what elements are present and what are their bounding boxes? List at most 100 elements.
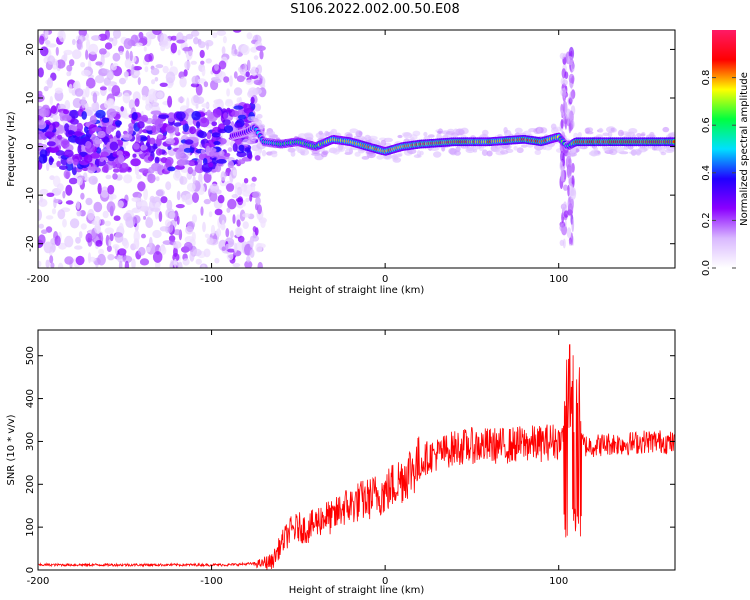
noise-blob [165, 138, 176, 145]
halo-blob [491, 148, 500, 152]
noise-blob [114, 232, 124, 243]
noise-blob [155, 64, 164, 69]
halo-blob [640, 133, 646, 137]
noise-blob [100, 219, 105, 226]
noise-blob [236, 97, 242, 104]
noise-blob [237, 159, 246, 165]
noise-blob [94, 223, 101, 234]
halo-blob [486, 150, 493, 157]
noise-blob [173, 241, 182, 249]
halo-blob [614, 146, 625, 154]
noise-blob [197, 131, 207, 139]
noise-blob [72, 97, 82, 109]
noise-blob [88, 166, 100, 171]
noise-blob [182, 123, 189, 133]
noise-blob [131, 63, 135, 76]
noise-blob [203, 172, 212, 183]
halo-blob [354, 151, 361, 157]
noise-blob [178, 153, 189, 161]
noise-blob [246, 255, 251, 263]
noise-blob [147, 156, 154, 162]
noise-blob [186, 182, 196, 192]
noise-blob [87, 209, 95, 221]
noise-blob [146, 216, 151, 225]
halo-blob [460, 127, 469, 135]
bottom-y-axis-label: SNR (10 * v/v) [6, 414, 17, 485]
noise-blob [242, 213, 251, 218]
noise-blob [238, 144, 245, 152]
noise-blob [173, 229, 182, 236]
halo-blob [586, 127, 594, 133]
halo-blob [387, 154, 394, 158]
noise-blob [104, 100, 110, 109]
halo-blob [448, 147, 457, 155]
noise-blob [78, 231, 83, 239]
noise-blob [240, 64, 246, 70]
noise-blob [152, 143, 158, 150]
noise-blob [56, 59, 66, 69]
noise-blob [166, 199, 173, 211]
noise-blob [236, 75, 245, 83]
noise-blob [201, 264, 206, 268]
bottom-plot-frame [37, 329, 676, 571]
noise-blob [64, 100, 71, 111]
noise-blob [236, 186, 243, 196]
noise-blob [123, 71, 129, 78]
noise-blob [187, 166, 193, 175]
halo-blob [271, 151, 278, 158]
noise-blob [179, 176, 188, 185]
noise-blob [200, 206, 204, 216]
noise-blob [71, 165, 77, 176]
halo-blob [383, 137, 393, 143]
noise-blob [118, 260, 123, 268]
noise-blob [95, 109, 106, 119]
noise-blob [205, 145, 211, 154]
noise-blob [58, 30, 66, 43]
noise-blob [167, 145, 172, 150]
bottom-y-tick-label: 200 [25, 475, 36, 494]
noise-blob [65, 184, 73, 196]
noise-blob [62, 190, 66, 199]
noise-blob [72, 81, 79, 90]
noise-blob [122, 113, 132, 119]
noise-blob [112, 30, 122, 39]
noise-blob [54, 235, 61, 246]
halo-blob [664, 149, 675, 153]
noise-blob [200, 60, 205, 65]
noise-blob [63, 169, 71, 179]
noise-blob [136, 201, 144, 207]
snr-layer [38, 344, 675, 570]
noise-blob [158, 211, 163, 222]
noise-blob [99, 48, 107, 55]
noise-blob [146, 246, 151, 253]
bottom-x-axis-label: Height of straight line (km) [289, 585, 425, 596]
noise-blob [177, 96, 185, 103]
noise-blob [217, 194, 225, 204]
halo-blob [514, 127, 523, 134]
noise-blob [196, 121, 201, 129]
noise-blob [109, 116, 114, 125]
noise-blob [236, 219, 241, 227]
noise-blob [97, 183, 102, 195]
snr-series-line [38, 344, 675, 570]
noise-blob [199, 49, 205, 59]
colorbar-tick-label: 0.0 [701, 260, 712, 276]
noise-blob [233, 242, 238, 253]
noise-blob [85, 86, 90, 98]
noise-blob [131, 197, 141, 202]
noise-blob [99, 157, 105, 163]
noise-blob [116, 174, 123, 181]
halo-blob [610, 127, 615, 132]
noise-blob [39, 46, 49, 57]
halo-blob [380, 139, 387, 147]
bottom-y-tick-label: 500 [25, 346, 36, 365]
noise-blob [45, 215, 54, 220]
noise-blob [76, 122, 83, 132]
noise-blob [108, 84, 112, 92]
noise-blob [154, 118, 164, 129]
top-x-axis-label: Height of straight line (km) [289, 285, 425, 296]
noise-blob [85, 233, 93, 243]
noise-blob [62, 218, 67, 228]
halo-blob [646, 134, 656, 139]
